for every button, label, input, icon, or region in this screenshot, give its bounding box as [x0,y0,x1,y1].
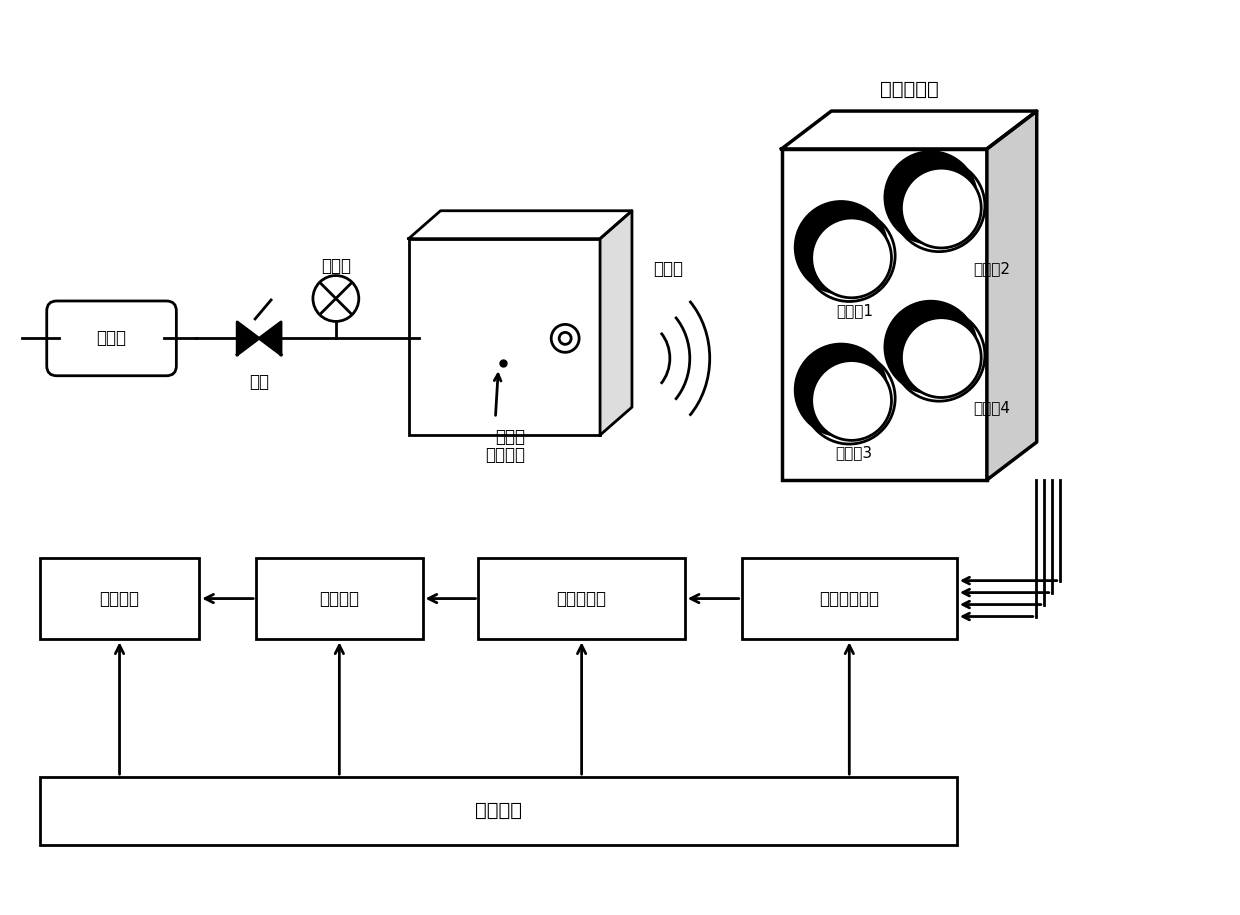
Polygon shape [600,210,632,435]
Polygon shape [237,322,259,355]
Polygon shape [987,111,1037,480]
Bar [40,558,200,640]
Text: 电源部分: 电源部分 [475,802,522,821]
Circle shape [812,218,892,297]
Text: 信号调理电路: 信号调理电路 [820,589,879,608]
Text: 数据采集卡: 数据采集卡 [557,589,606,608]
Bar [781,149,987,480]
Text: 传感器阵列: 传感器阵列 [879,80,939,99]
FancyBboxPatch shape [47,301,176,376]
Circle shape [552,325,579,352]
Text: 泄漏孔: 泄漏孔 [495,428,526,446]
Bar [479,558,684,640]
Text: 闸阀: 闸阀 [249,373,269,392]
Bar [40,777,957,845]
Circle shape [901,168,981,248]
Text: 显示设备: 显示设备 [99,589,140,608]
Text: 传感器4: 传感器4 [973,401,1011,415]
Bar [409,239,600,435]
Text: 传感器3: 传感器3 [836,446,873,460]
Circle shape [885,152,977,243]
Text: 超声波: 超声波 [652,260,683,277]
Circle shape [312,275,358,321]
Circle shape [885,301,977,393]
Circle shape [795,344,887,436]
Bar [257,558,423,640]
Polygon shape [781,111,1037,149]
Circle shape [559,332,572,344]
Circle shape [901,318,981,397]
Circle shape [795,201,887,293]
Text: 传感器2: 传感器2 [973,261,1011,276]
Circle shape [812,361,892,440]
Text: 压力容器: 压力容器 [485,446,526,464]
Polygon shape [409,210,632,239]
Text: 单板电脑: 单板电脑 [320,589,360,608]
Text: 压力表: 压力表 [321,256,351,274]
Bar [742,558,957,640]
Polygon shape [259,322,281,355]
Text: 传感器1: 传感器1 [836,303,873,318]
Text: 储气罐: 储气罐 [97,329,126,348]
